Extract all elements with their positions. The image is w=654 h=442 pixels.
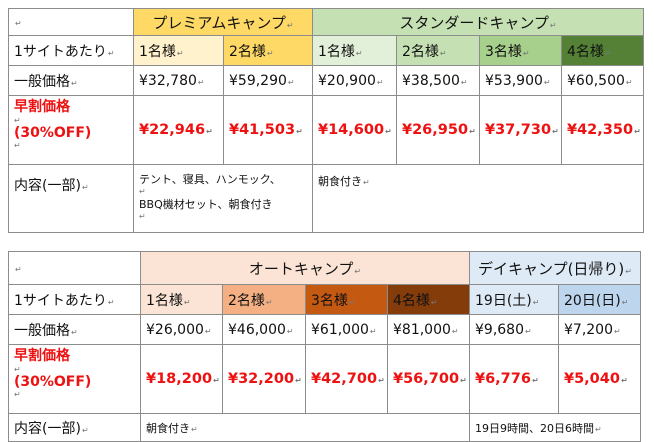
early-label-line2: (30%OFF) ↵ — [14, 125, 92, 150]
regular-price: ¥60,500 — [561, 65, 644, 96]
col-header: 19日(土) — [469, 284, 559, 315]
group-header-standard: スタンダードキャンプ — [312, 8, 644, 36]
regular-price: ¥46,000 — [222, 314, 306, 345]
col-header: 1名様 — [312, 35, 397, 66]
col-header: 1名様 — [133, 35, 224, 66]
camp-price-table-glamping: プレミアムキャンプ スタンダードキャンプ 1サイトあたり 1名様 2名様 1名様… — [8, 8, 644, 233]
content-standard: 朝食付き — [312, 164, 644, 233]
early-price: ¥5,040 — [558, 344, 641, 414]
early-price: ¥26,950 — [396, 95, 480, 165]
content-premium-line1: テント、寝具、ハンモック、 ↵ — [139, 173, 281, 196]
col-header: 1名様 — [140, 284, 223, 315]
empty-corner-cell — [8, 8, 134, 36]
group-header-auto: オートキャンプ — [140, 251, 470, 285]
early-price: ¥32,200 — [222, 344, 306, 414]
early-price: ¥14,600 — [312, 95, 397, 165]
early-price: ¥56,700 — [387, 344, 470, 414]
col-header: 20日(日) — [558, 284, 641, 315]
col-header: 4名様 — [387, 284, 470, 315]
content-premium: テント、寝具、ハンモック、 ↵ BBQ機材セット、朝食付き ↵ — [133, 164, 313, 233]
row-label-regular-price: 一般価格 — [8, 314, 141, 345]
regular-price: ¥32,780 — [133, 65, 224, 96]
col-header: 3名様 — [479, 35, 562, 66]
group-header-premium: プレミアムキャンプ — [133, 8, 313, 36]
row-label-per-site: 1サイトあたり — [8, 35, 134, 66]
early-label-line1: 早割価格 ↵ — [14, 348, 70, 374]
col-header: 4名様 — [561, 35, 644, 66]
regular-price: ¥53,900 — [479, 65, 562, 96]
col-header: 2名様 — [222, 284, 306, 315]
content-auto: 朝食付き — [140, 413, 470, 442]
col-header: 3名様 — [305, 284, 388, 315]
regular-price: ¥7,200 — [558, 314, 641, 345]
early-label-line1: 早割価格 ↵ — [14, 99, 70, 125]
early-label-line2: (30%OFF) ↵ — [14, 374, 92, 399]
regular-price: ¥9,680 — [469, 314, 559, 345]
regular-price: ¥81,000 — [387, 314, 470, 345]
col-header: 2名様 — [223, 35, 313, 66]
early-price: ¥37,730 — [479, 95, 562, 165]
regular-price: ¥59,290 — [223, 65, 313, 96]
early-price: ¥6,776 — [469, 344, 559, 414]
content-premium-line2: BBQ機材セット、朝食付き ↵ — [139, 198, 273, 221]
regular-price: ¥26,000 — [140, 314, 223, 345]
row-label-per-site: 1サイトあたり — [8, 284, 141, 315]
early-price: ¥42,350 — [561, 95, 644, 165]
row-label-early-price: 早割価格 ↵ (30%OFF) ↵ — [8, 95, 134, 165]
empty-corner-cell — [8, 251, 141, 285]
content-day: 19日9時間、20日6時間 — [469, 413, 641, 442]
row-label-content: 内容(一部) — [8, 164, 134, 233]
early-price: ¥22,946 — [133, 95, 224, 165]
row-label-regular-price: 一般価格 — [8, 65, 134, 96]
early-price: ¥18,200 — [140, 344, 223, 414]
early-price: ¥41,503 — [223, 95, 313, 165]
early-price: ¥42,700 — [305, 344, 388, 414]
regular-price: ¥61,000 — [305, 314, 388, 345]
camp-price-table-auto-day: オートキャンプ デイキャンプ(日帰り) 1サイトあたり 1名様 2名様 3名様 … — [8, 251, 641, 442]
row-label-content: 内容(一部) — [8, 413, 141, 442]
regular-price: ¥38,500 — [396, 65, 480, 96]
col-header: 2名様 — [396, 35, 480, 66]
regular-price: ¥20,900 — [312, 65, 397, 96]
row-label-early-price: 早割価格 ↵ (30%OFF) ↵ — [8, 344, 141, 414]
group-header-day: デイキャンプ(日帰り) — [469, 251, 641, 285]
